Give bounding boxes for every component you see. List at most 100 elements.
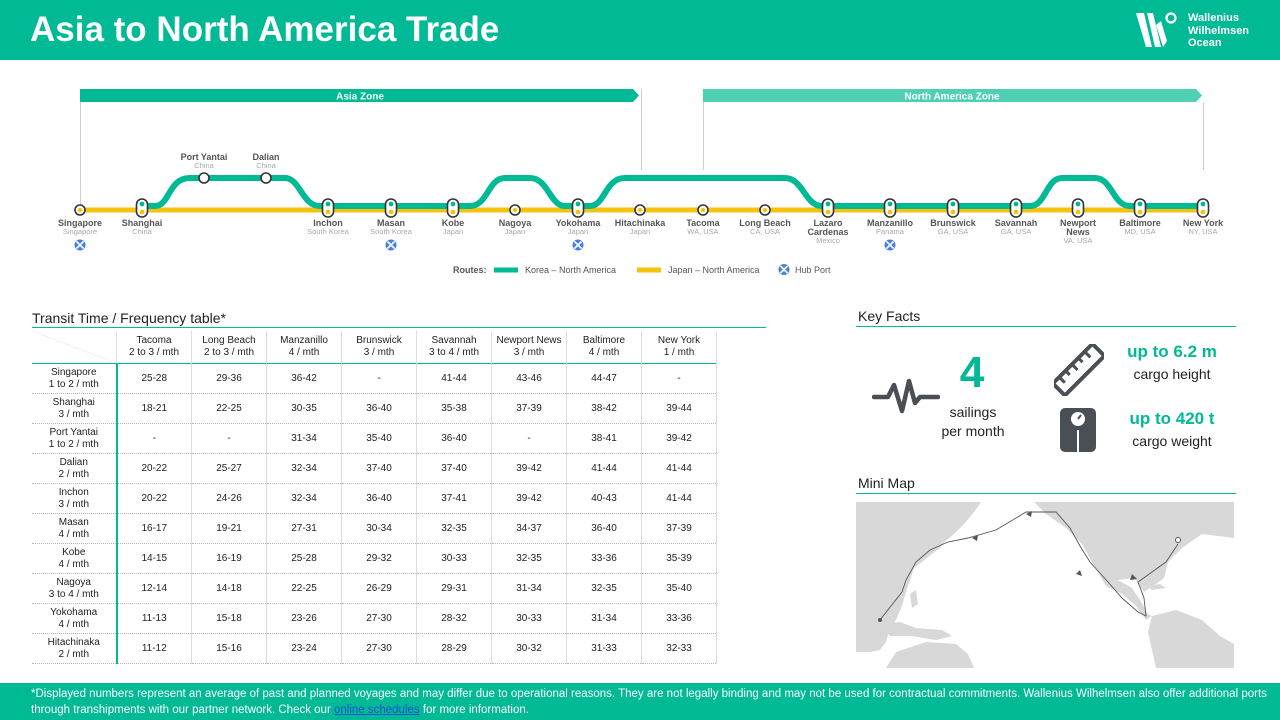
- table-cell: 34-37: [491, 513, 567, 544]
- table-cell: 40-43: [566, 483, 642, 514]
- table-cell: 37-41: [416, 483, 492, 514]
- stop-country: GA, USA: [938, 227, 968, 236]
- zone-asia: Asia Zone: [80, 89, 639, 103]
- table-cell: 27-30: [341, 633, 417, 664]
- table-cell: 30-34: [341, 513, 417, 544]
- korea-route-line: [143, 175, 1203, 209]
- stop-name: New York: [1183, 218, 1224, 228]
- column-header: Baltimore 4 / mth: [566, 331, 642, 364]
- legend-japan-label: Japan – North America: [668, 265, 760, 275]
- stop-name: Newport: [1060, 218, 1096, 228]
- stop-name: Tacoma: [686, 218, 720, 228]
- table-cell: 37-40: [416, 453, 492, 484]
- table-cell: 35-40: [341, 423, 417, 454]
- stop-marker: [260, 172, 272, 184]
- table-cell: 20-22: [116, 483, 192, 514]
- header-bar: Asia to North America Trade Wallenius Wi…: [0, 0, 1280, 60]
- row-header: Nagoya 3 to 4 / mth: [32, 573, 118, 604]
- stop-name: Hitachinaka: [615, 218, 667, 228]
- table-cell: 33-36: [566, 543, 642, 574]
- table-row: Dalian 2 / mth 20-22 25-27 32-34 37-40 37-40 39…: [32, 453, 717, 484]
- key-facts-title: Key Facts: [858, 308, 921, 324]
- row-header: Kobe 4 / mth: [32, 543, 118, 574]
- column-header: Long Beach 2 to 3 / mth: [191, 331, 267, 364]
- stop-country: China: [256, 161, 276, 170]
- stop-marker: [321, 198, 335, 218]
- stop-country: China: [132, 227, 152, 236]
- stop-name: Kobe: [442, 218, 465, 228]
- stop-marker: [1133, 198, 1147, 218]
- table-cell: 20-22: [116, 453, 192, 484]
- stop-country: VA, USA: [1063, 236, 1092, 245]
- table-cell: 36-42: [266, 363, 342, 394]
- table-cell: 39-42: [491, 483, 567, 514]
- stop-country: WA, USA: [687, 227, 718, 236]
- stop-marker: [135, 198, 149, 218]
- table-cell: 39-42: [641, 423, 717, 454]
- page-title: Asia to North America Trade: [30, 10, 500, 49]
- cargo-height-value: up to 6.2 m: [1127, 342, 1217, 361]
- cargo-height-label: cargo height: [1133, 366, 1211, 382]
- legend-title: Routes:: [453, 265, 487, 275]
- table-cell: 12-14: [116, 573, 192, 604]
- mini-map: [856, 502, 1234, 668]
- company-logo-icon: [1136, 12, 1177, 47]
- stop-marker: [1009, 198, 1023, 218]
- column-header: Newport News 3 / mth: [491, 331, 567, 364]
- table-cell: 16-17: [116, 513, 192, 544]
- table-cell: 18-21: [116, 393, 192, 424]
- disclaimer-text: *Displayed numbers represent an average …: [31, 688, 1267, 716]
- table-cell: 31-34: [566, 603, 642, 634]
- stop-marker: [821, 198, 835, 218]
- stop-name: Baltimore: [1119, 218, 1161, 228]
- stop-country: South Korea: [307, 227, 350, 236]
- table-cell: 23-26: [266, 603, 342, 634]
- stop-country: China: [194, 161, 214, 170]
- table-cell: 23-24: [266, 633, 342, 664]
- table-cell: -: [641, 363, 717, 394]
- row-header: Singapore 1 to 2 / mth: [32, 363, 118, 394]
- online-schedules-link[interactable]: online schedules: [333, 703, 420, 716]
- table-cell: 14-18: [191, 573, 267, 604]
- table-cell: -: [491, 423, 567, 454]
- stop-name: Masan: [377, 218, 405, 228]
- stop-marker: [198, 172, 210, 184]
- stop-country: Singapore: [63, 227, 97, 236]
- ruler-icon: [1054, 344, 1104, 396]
- stop-name: Nagoya: [499, 218, 533, 228]
- table-row: Masan 4 / mth 16-17 19-21 27-31 30-34 32-35 34-…: [32, 513, 717, 544]
- column-header: New York 1 / mth: [641, 331, 717, 364]
- stop-country: MD, USA: [1124, 227, 1155, 236]
- stop-name: Port Yantai: [181, 152, 228, 162]
- table-cell: 41-44: [641, 483, 717, 514]
- stop-marker: [384, 198, 398, 218]
- table-cell: 31-34: [491, 573, 567, 604]
- row-header: Yokohama 4 / mth: [32, 603, 118, 634]
- table-cell: 29-36: [191, 363, 267, 394]
- table-cell: 38-41: [566, 423, 642, 454]
- mini-map-rule: [856, 493, 1236, 494]
- cargo-weight-label: cargo weight: [1132, 433, 1212, 449]
- table-cell: 32-34: [266, 483, 342, 514]
- stop-marker: [1196, 198, 1210, 218]
- table-cell: 31-34: [266, 423, 342, 454]
- table-cell: 32-35: [491, 543, 567, 574]
- stop-name: Yokohama: [556, 218, 602, 228]
- table-cell: 28-32: [416, 603, 492, 634]
- map-landmass: [856, 502, 1234, 668]
- zone-north-america-label: North America Zone: [904, 92, 1000, 103]
- key-facts-rule: [856, 326, 1236, 327]
